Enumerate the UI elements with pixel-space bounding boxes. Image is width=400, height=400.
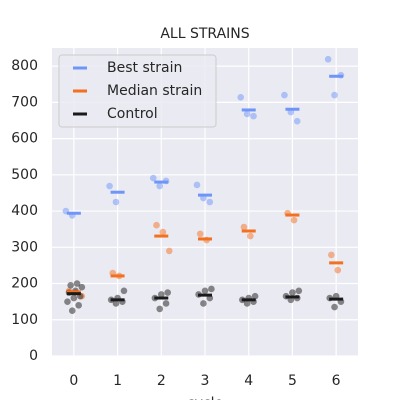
data-point [200, 300, 207, 307]
data-point [331, 91, 338, 99]
legend-box [58, 54, 217, 128]
data-point [112, 198, 120, 206]
data-point [281, 91, 288, 99]
y-tick-label: 100 [11, 312, 38, 328]
data-point [328, 251, 335, 259]
legend-label: Best strain [107, 60, 182, 76]
x-tick-label: 0 [69, 373, 78, 389]
data-point [75, 301, 82, 309]
data-point [290, 216, 298, 224]
y-tick-label: 800 [11, 58, 38, 74]
data-point [196, 230, 204, 238]
x-tick-label: 2 [157, 373, 166, 389]
x-tick-label: 1 [113, 373, 122, 389]
x-tick-label: 4 [244, 373, 253, 389]
data-point [157, 291, 165, 298]
data-point [289, 289, 296, 296]
data-point [331, 303, 338, 311]
data-point [112, 300, 120, 307]
data-point [243, 300, 251, 307]
y-tick-label: 200 [11, 276, 38, 292]
data-point [208, 285, 215, 293]
y-tick-label: 0 [29, 348, 38, 364]
data-point [162, 300, 170, 307]
y-tick-label: 400 [11, 203, 38, 219]
data-point [201, 287, 209, 295]
data-point [237, 93, 245, 101]
data-point [206, 198, 214, 206]
data-point [247, 232, 254, 240]
data-point [73, 280, 81, 287]
legend-label: Median strain [107, 83, 202, 99]
data-point [243, 110, 251, 118]
y-tick-label: 600 [11, 131, 38, 147]
data-point [156, 305, 163, 313]
data-point [293, 117, 301, 125]
y-tick-label: 700 [11, 94, 38, 110]
data-point [240, 223, 248, 231]
y-tick-label: 500 [11, 167, 38, 183]
data-point [78, 283, 86, 291]
data-point [334, 266, 342, 274]
legend-label: Control [107, 106, 158, 122]
data-point [324, 55, 332, 63]
x-tick-label: 5 [288, 373, 297, 389]
data-point [106, 182, 113, 190]
x-axis-label: cycle [187, 396, 223, 400]
data-point [68, 307, 76, 315]
data-point [159, 228, 167, 236]
data-point [67, 282, 74, 289]
data-point [193, 181, 201, 189]
chart-title: ALL STRAINS [160, 26, 249, 42]
data-point [295, 287, 303, 295]
y-tick-label: 300 [11, 239, 38, 255]
data-point [149, 174, 157, 182]
x-tick-label: 6 [332, 373, 341, 389]
data-point [64, 298, 71, 305]
data-point [156, 182, 163, 190]
x-tick-label: 3 [201, 373, 210, 389]
data-point [251, 292, 259, 300]
data-point [164, 289, 171, 296]
data-point [70, 294, 78, 302]
data-point [250, 112, 257, 120]
data-point [165, 247, 173, 255]
data-point [153, 221, 160, 229]
data-point [120, 287, 128, 295]
